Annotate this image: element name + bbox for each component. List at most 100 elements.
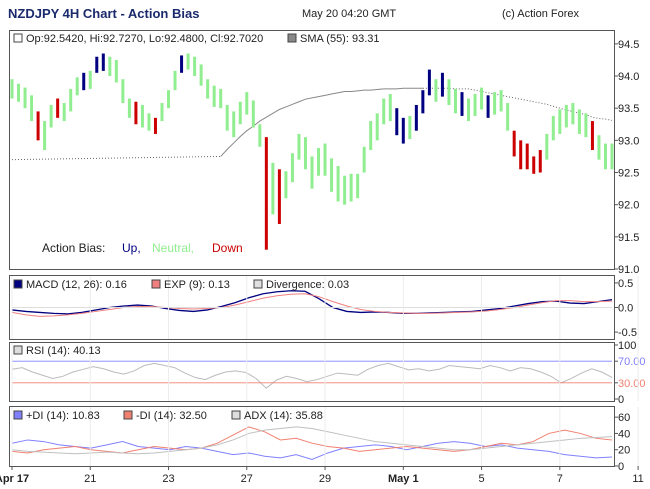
dmi-series-line [11,439,613,461]
price-bar [610,143,614,170]
price-bar [212,85,216,107]
price-bar [127,98,131,118]
price-bar [388,94,392,122]
price-bar [525,143,529,170]
dmi-y-tick-label: 60 [618,412,630,424]
price-bar [277,169,281,224]
price-bar [427,69,431,96]
price-bar [88,70,92,89]
rsi-y-tick-label: 100 [618,340,636,352]
divergence-legend-swatch [253,279,263,289]
price-bar [336,166,340,202]
dmi-y-tick-label: 0 [618,461,624,473]
price-bar [506,103,510,131]
pdi-legend-swatch [13,410,23,420]
rsi-legend-text: RSI (14): 40.13 [26,345,101,357]
rsi-panel-frame [9,342,615,402]
price-bar [238,101,242,125]
price-bar [480,87,484,110]
price-bar [395,108,399,136]
price-bar [121,79,125,104]
price-bar [180,55,184,73]
price-bar [408,115,412,140]
price-bar [603,143,607,170]
x-tick-label: 23 [162,473,174,485]
price-bar [401,117,405,144]
price-bar [571,103,575,125]
bias-neutral-label: Neutral, [152,241,194,255]
price-bar [356,173,360,199]
price-y-tick-label: 92.0 [618,200,639,212]
price-bar [473,94,477,116]
price-bar [17,83,21,102]
price-bar [199,64,203,86]
price-bar [69,88,73,112]
ohlc-legend-swatch [13,33,23,43]
price-bar [343,175,347,205]
price-y-tick-label: 91.0 [618,264,639,276]
price-bar [49,104,53,128]
rsi-y-tick-label: 30.00 [618,378,646,390]
price-bar [160,103,164,122]
price-bar [232,111,236,138]
price-bar [251,100,255,128]
price-y-tick-label: 94.5 [618,39,639,51]
price-bar [108,56,112,77]
x-tick-label: 29 [319,473,331,485]
price-bar [140,104,144,128]
price-bar [297,133,301,160]
price-bar [323,143,327,176]
x-tick-label: 5 [479,473,485,485]
x-tick-label: Apr 17 [0,473,29,485]
price-bar [101,53,105,71]
mdi-legend-text: -DI (14): 32.50 [136,410,207,422]
price-bar [310,156,314,189]
sma-legend-swatch [287,33,297,43]
price-bar [460,92,464,116]
price-bar [369,121,373,150]
price-bar [193,56,197,77]
price-y-axis: 94.5 94.0 93.5 93.0 92.5 92.0 91.5 91.0 [614,39,639,276]
price-bar [467,98,471,122]
rsi-series-line [11,362,613,389]
price-bar [440,72,444,97]
ohlc-bars-layer [10,53,614,250]
price-bar [303,137,307,170]
copyright-notice: (c) Action Forex [502,8,580,20]
price-bar [114,59,118,83]
x-tick-label: May 1 [388,473,419,485]
chart-timestamp: May 20 04:20 GMT [302,8,397,20]
chart-header: NZDJPY 4H Chart - Action Bias May 20 04:… [0,0,650,30]
chart-title: NZDJPY 4H Chart - Action Bias [8,6,200,21]
price-bar [519,140,523,170]
rsi-y-axis: 100 70.00 30.00 0 [614,340,646,406]
price-bar [414,104,418,131]
price-bar [584,113,588,138]
price-bar [219,88,223,109]
dmi-panel-frame [9,406,615,467]
price-panel-frame [9,30,615,270]
price-bar [258,124,262,147]
price-bar [264,137,268,250]
sma-legend-text: SMA (55): 93.31 [300,33,380,45]
price-y-tick-label: 92.5 [618,168,639,180]
price-bar [186,53,190,70]
price-bar [245,92,249,115]
macd-legend: MACD (12, 26): 0.16 EXP (9): 0.13 Diverg… [13,279,349,291]
price-bar [36,111,40,141]
price-bar [30,95,34,122]
price-bar [43,121,47,150]
price-bar [545,133,549,160]
price-bar [225,104,229,131]
price-bar [173,70,177,91]
macd-y-tick-label: -0.5 [618,327,637,339]
dmi-y-tick-label: 40 [618,428,630,440]
bias-label: Action Bias: [42,241,105,255]
price-bar [564,104,568,128]
price-bar [317,148,321,176]
dmi-legend: +DI (14): 10.83 -DI (14): 32.50 ADX (14)… [13,410,323,422]
price-bar [56,98,60,118]
rsi-y-tick-label: 0 [618,394,624,406]
price-bar [486,95,490,118]
price-bar [551,115,555,141]
